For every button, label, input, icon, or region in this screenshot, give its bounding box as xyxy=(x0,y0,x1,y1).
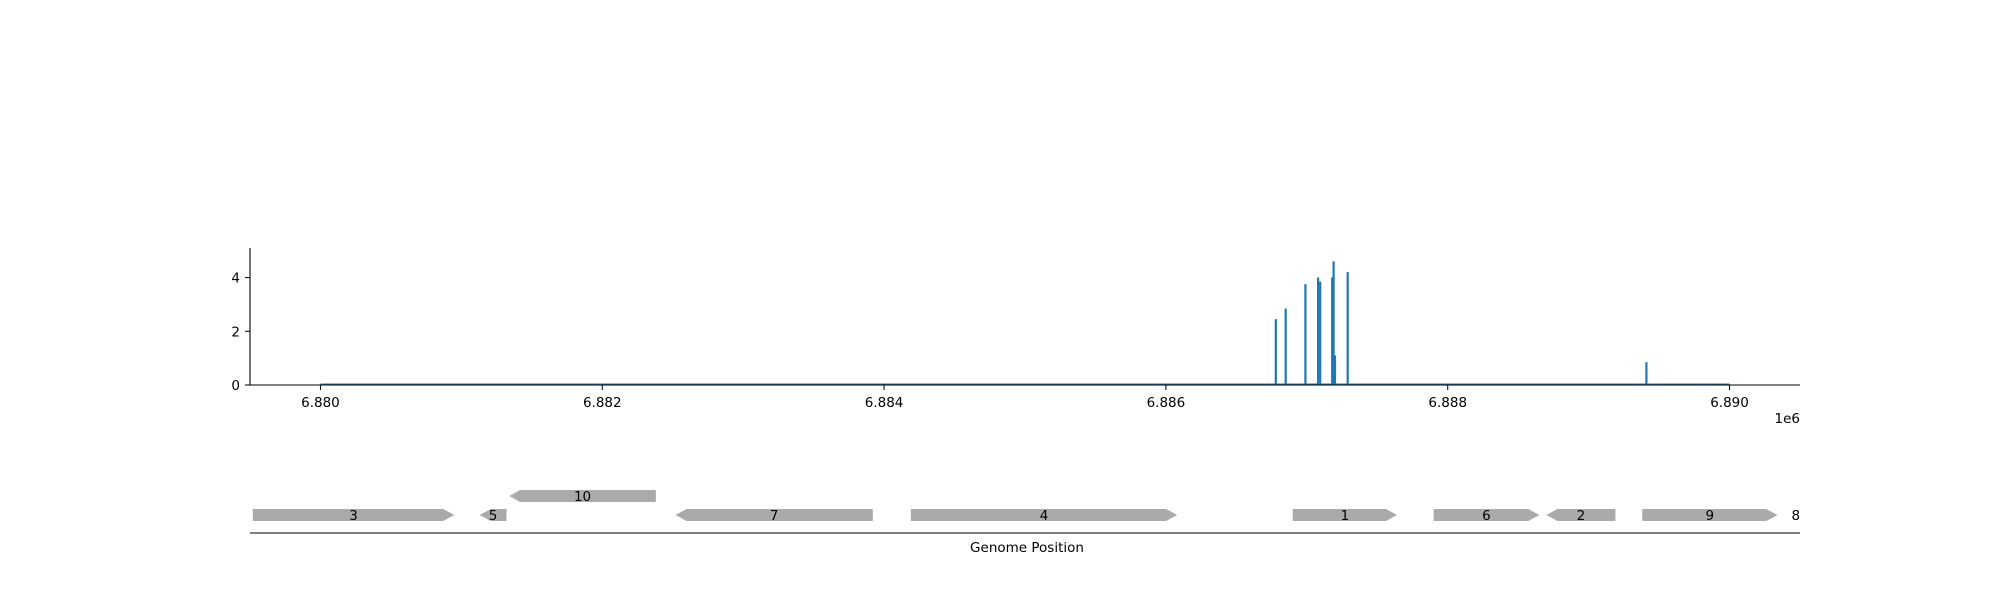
gene-arrow-6 xyxy=(1433,509,1540,521)
gene-arrow-7 xyxy=(675,509,873,521)
coverage-plot-area xyxy=(320,261,1730,386)
x-tick-label: 6.886 xyxy=(1147,395,1186,411)
gene-arrow-3 xyxy=(252,509,455,521)
x-tick-label: 6.890 xyxy=(1710,395,1749,411)
gene-track-xlabel: Genome Position xyxy=(970,540,1084,556)
gene-arrow-4 xyxy=(910,509,1178,521)
gene-label-2: 2 xyxy=(1577,508,1586,524)
gene-arrow-2 xyxy=(1546,509,1616,521)
y-tick-label: 2 xyxy=(231,324,240,340)
gene-label-10: 10 xyxy=(574,489,591,505)
gene-arrow-10 xyxy=(509,490,656,502)
y-tick-label: 0 xyxy=(231,378,240,394)
x-axis-offset-label: 1e6 xyxy=(1775,411,1800,427)
coverage-axes: 0 2 4 6.880 6.882 6.884 6.886 6.888 6.890 xyxy=(231,248,1800,411)
gene-label-4: 4 xyxy=(1040,508,1049,524)
x-tick-label: 6.884 xyxy=(865,395,904,411)
gene-label-7: 7 xyxy=(770,508,779,524)
gene-arrow-1 xyxy=(1292,509,1397,521)
y-tick-label: 4 xyxy=(231,271,240,287)
x-tick-label: 6.880 xyxy=(301,395,340,411)
x-tick-label: 6.882 xyxy=(583,395,622,411)
gene-label-8: 8 xyxy=(1791,508,1800,524)
gene-label-1: 1 xyxy=(1341,508,1350,524)
x-tick-label: 6.888 xyxy=(1428,395,1467,411)
gene-label-9: 9 xyxy=(1706,508,1715,524)
gene-label-3: 3 xyxy=(349,508,358,524)
gene-label-5: 5 xyxy=(489,508,498,524)
gene-arrow-9 xyxy=(1642,509,1778,521)
gene-label-6: 6 xyxy=(1482,508,1491,524)
gene-arrow-5 xyxy=(479,509,507,521)
gene-track: 3 5 10 7 4 1 6 2 9 8 xyxy=(250,489,1800,534)
